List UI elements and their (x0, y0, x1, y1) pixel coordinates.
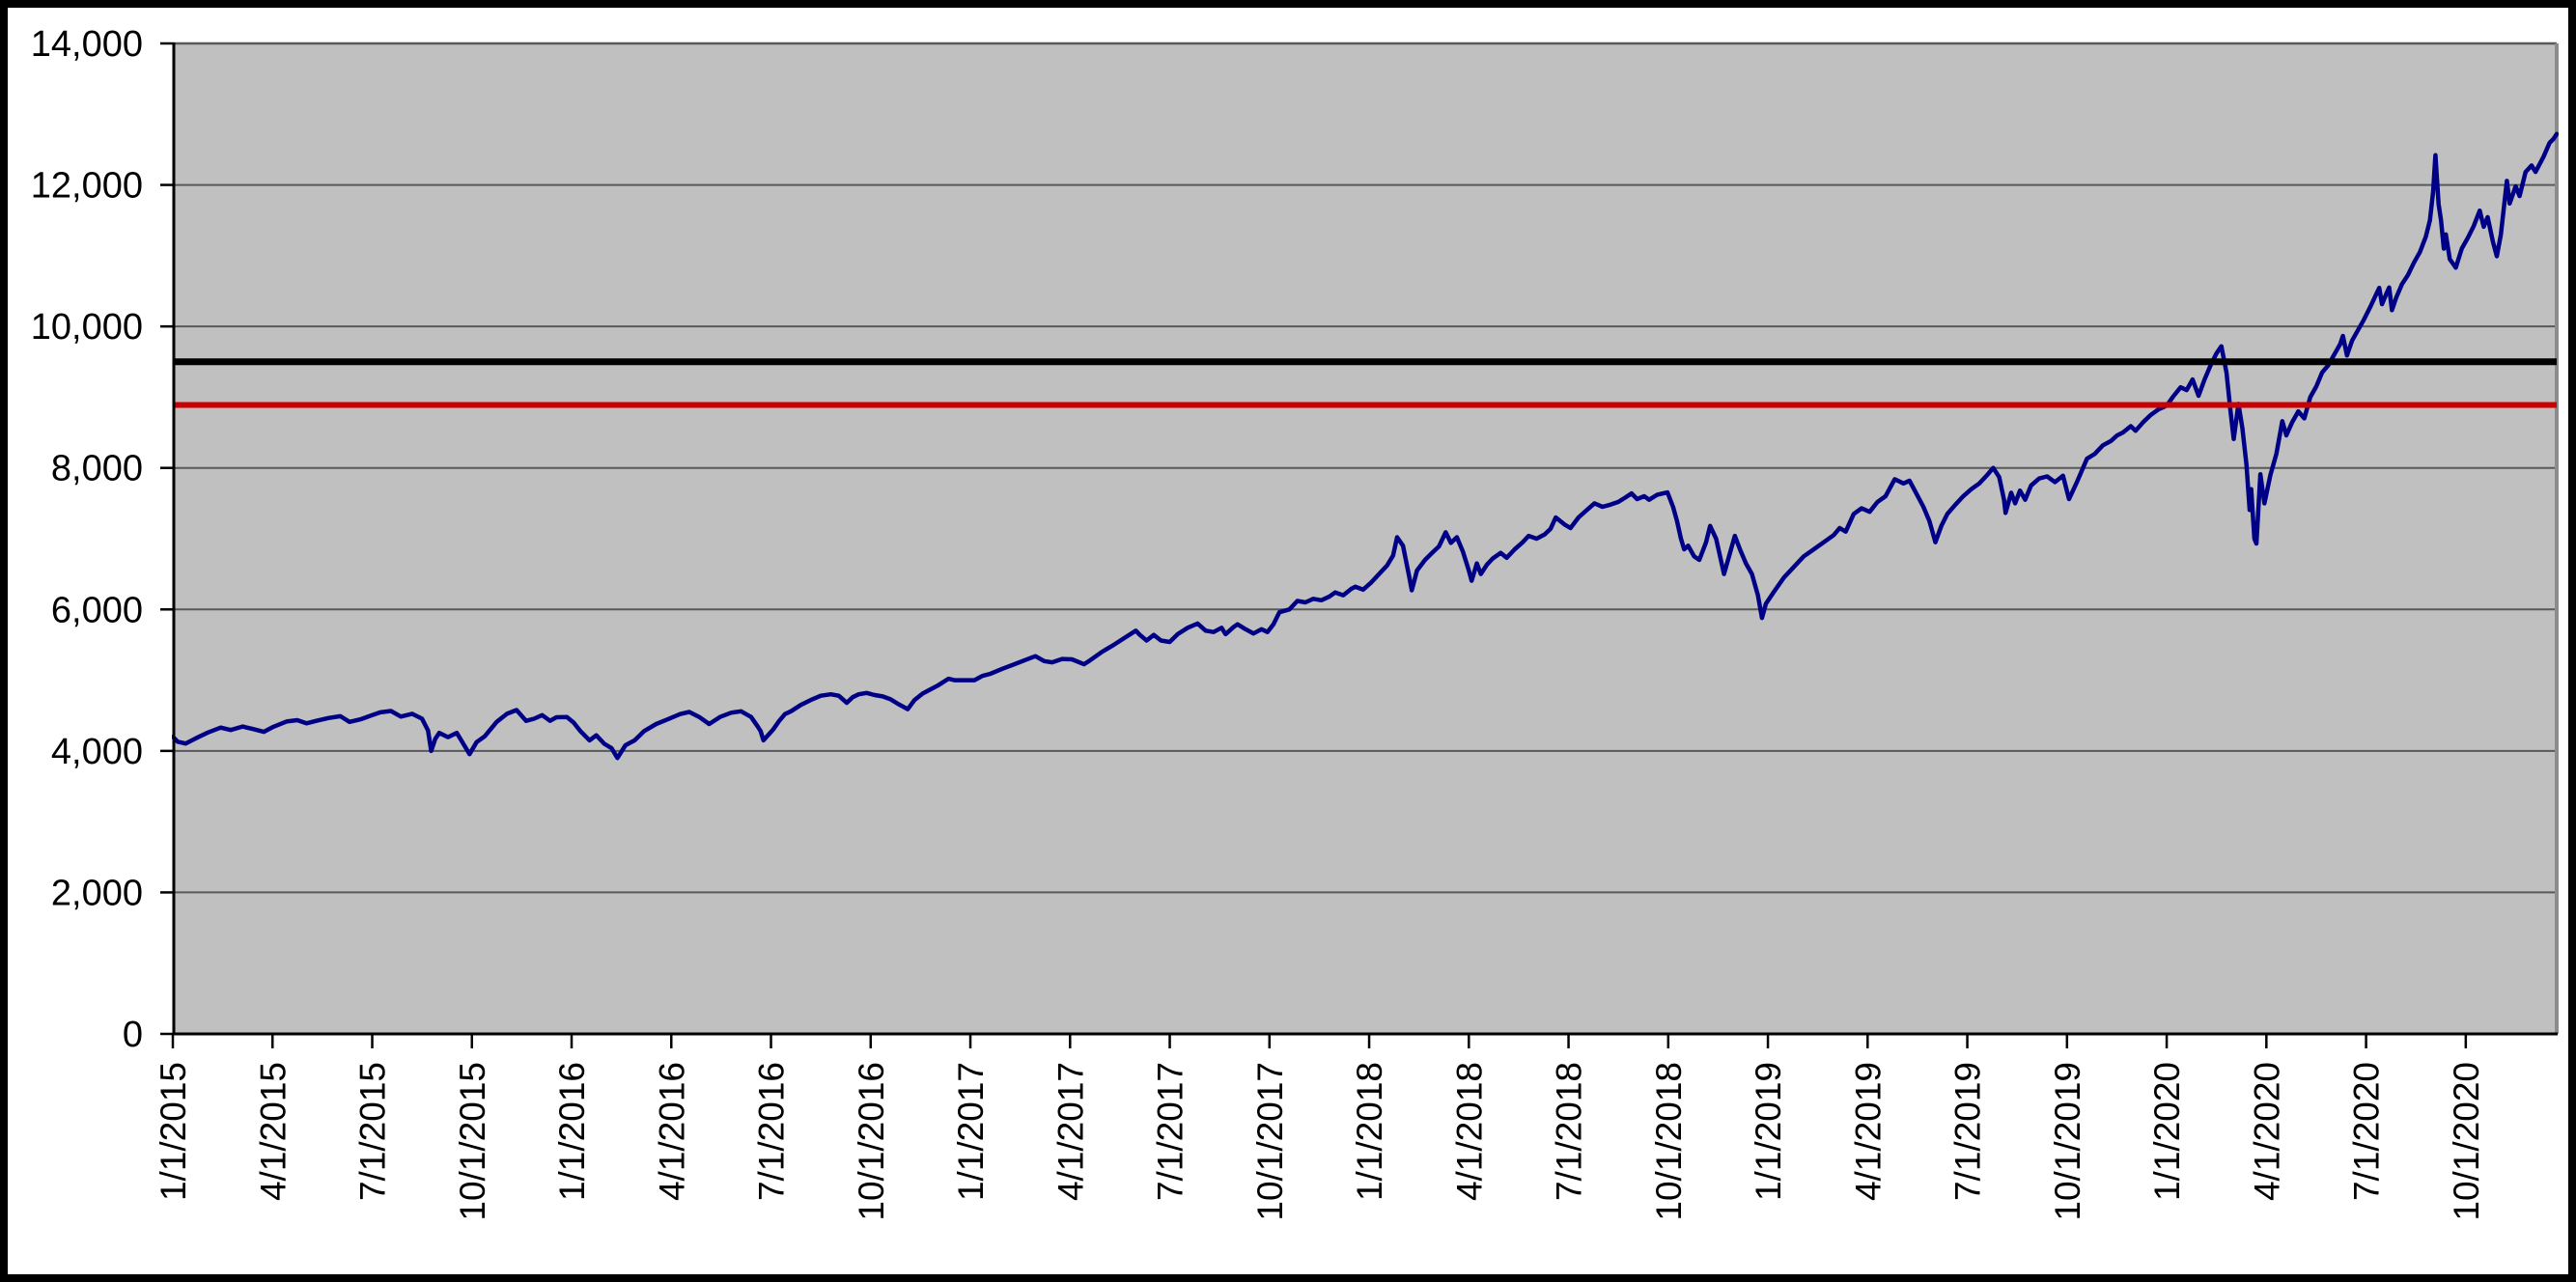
x-axis-label: 10/1/2020 (2447, 1062, 2486, 1221)
plot-area (174, 43, 2557, 1034)
x-axis-label: 7/1/2015 (353, 1062, 393, 1201)
x-axis-label: 7/1/2020 (2347, 1062, 2387, 1201)
x-axis-label: 7/1/2018 (1550, 1062, 1589, 1201)
x-axis-label: 4/1/2017 (1050, 1062, 1090, 1201)
x-axis-label: 4/1/2020 (2247, 1062, 2286, 1201)
x-axis-label: 1/1/2018 (1350, 1062, 1389, 1201)
x-axis-label: 1/1/2020 (2147, 1062, 2187, 1201)
x-axis-label: 7/1/2016 (752, 1062, 792, 1201)
price-line (172, 131, 2559, 761)
x-axis-label: 10/1/2018 (1649, 1062, 1689, 1221)
y-axis-label: 0 (123, 1015, 143, 1055)
x-axis-label: 1/1/2017 (951, 1062, 991, 1201)
x-axis-label: 10/1/2019 (2048, 1062, 2087, 1221)
line-chart: 0 2,000 4,000 6,000 8,000 10,000 12,000 14,000 1… (31, 24, 2559, 1221)
y-axis-label: 14,000 (31, 24, 143, 65)
y-axis-label: 8,000 (51, 449, 143, 489)
x-axis-label: 7/1/2017 (1151, 1062, 1190, 1201)
x-axis-label: 1/1/2015 (154, 1062, 193, 1201)
x-axis-label: 7/1/2019 (1948, 1062, 1988, 1201)
x-axis-label: 4/1/2016 (652, 1062, 691, 1201)
x-axis-label: 4/1/2019 (1848, 1062, 1888, 1201)
x-axis-label: 4/1/2015 (253, 1062, 293, 1201)
x-axis-label: 10/1/2015 (453, 1062, 492, 1221)
y-axis-label: 12,000 (31, 166, 143, 207)
x-axis-label: 1/1/2019 (1749, 1062, 1788, 1201)
x-axis-label: 1/1/2016 (552, 1062, 592, 1201)
y-axis-label: 6,000 (51, 590, 143, 630)
y-axis-label: 2,000 (51, 873, 143, 913)
x-axis-label: 10/1/2017 (1250, 1062, 1290, 1221)
y-axis-label: 4,000 (51, 732, 143, 772)
x-axis-label: 4/1/2018 (1449, 1062, 1489, 1201)
y-axis-label: 10,000 (31, 307, 143, 348)
x-axis-label: 10/1/2016 (852, 1062, 891, 1221)
